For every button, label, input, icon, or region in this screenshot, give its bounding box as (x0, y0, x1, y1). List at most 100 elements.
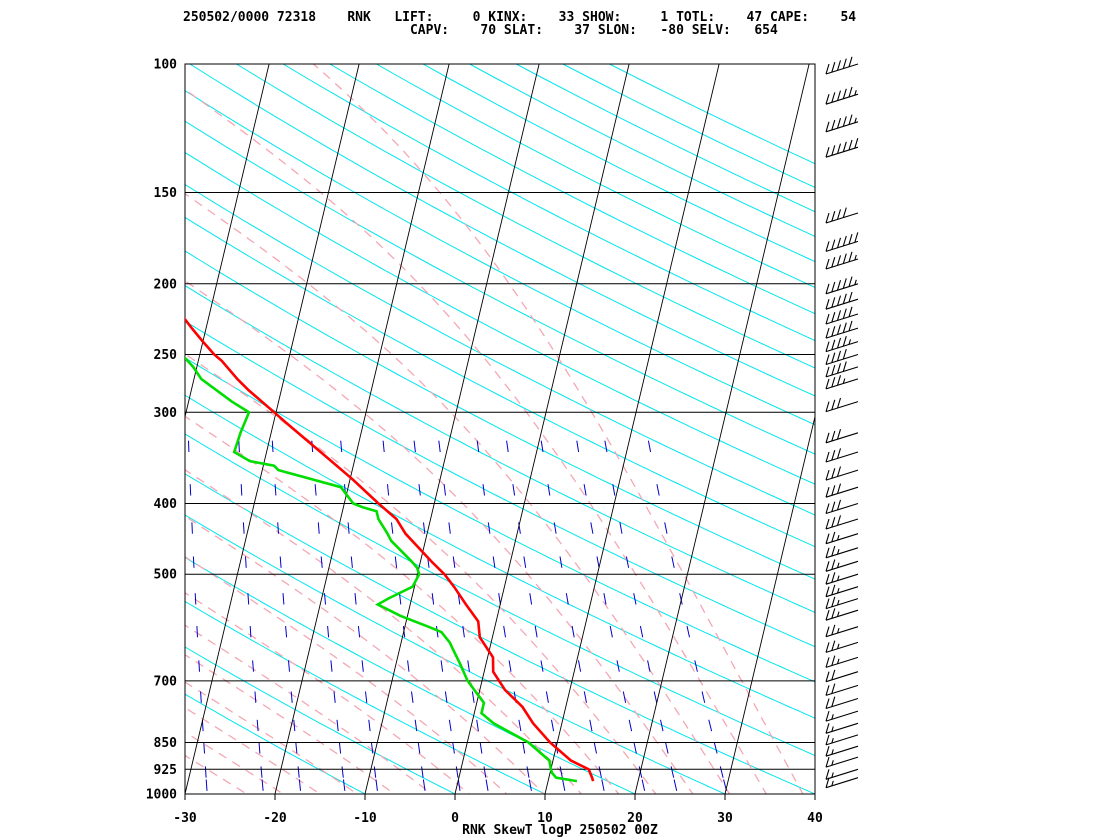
wind-barb-flag (836, 118, 842, 129)
wind-barb-staff (825, 598, 859, 610)
dry-adiabat (421, 64, 815, 263)
wind-barb (825, 608, 859, 621)
dry-adiabat (185, 90, 815, 426)
mixing-ratio-line (562, 779, 566, 791)
wind-barb (825, 483, 859, 498)
wind-barb-half-flag (831, 772, 834, 778)
wind-barb-flag (831, 696, 836, 707)
wind-barb (825, 138, 859, 158)
mixing-ratio-line (551, 719, 555, 732)
moist-adiabat (185, 353, 657, 794)
isotherm (364, 64, 540, 794)
wind-barb-flag (836, 60, 842, 71)
wind-barb-flag (825, 769, 830, 780)
wind-barb-flag (831, 596, 836, 607)
wind-barb-flag (825, 241, 830, 252)
pressure-tick-label: 1000 (146, 788, 177, 803)
mixing-ratio-line (340, 440, 343, 453)
wind-barb-staff (825, 768, 859, 780)
mixing-ratio-line (656, 484, 660, 496)
mixing-ratio-line (417, 742, 421, 754)
dry-adiabat (328, 64, 815, 315)
wind-barb-half-flag (831, 737, 834, 744)
mixing-ratio-line (583, 691, 587, 703)
wind-barb-flag (825, 283, 830, 294)
dry-adiabat (185, 151, 815, 485)
wind-barb-flag (842, 278, 847, 289)
wind-barb-flag (825, 671, 830, 682)
mixing-ratio-line (261, 779, 264, 791)
wind-barbs (825, 56, 859, 789)
mixing-ratio-line (506, 440, 509, 453)
wind-barb-flag (825, 574, 830, 585)
moist-adiabat (185, 88, 768, 794)
moist-adiabat (185, 624, 433, 794)
isotherm (185, 64, 270, 419)
mixing-ratio-line (327, 625, 330, 638)
wind-barb-flag (848, 320, 853, 332)
wind-barb (825, 86, 859, 105)
mixing-ratio-line (256, 719, 259, 732)
mixing-ratio-line (528, 779, 532, 791)
wind-barb-flag (836, 483, 842, 494)
pressure-tick-label: 700 (154, 674, 178, 689)
mixing-ratio-line (540, 440, 544, 453)
isotherm (454, 64, 630, 794)
mixing-ratio-line (512, 484, 516, 496)
mixing-ratio-line (647, 440, 652, 453)
wind-barb-flag (831, 257, 836, 268)
mixing-ratio-line (708, 719, 713, 732)
wind-barb-flag (842, 88, 847, 99)
mixing-ratio-line (483, 766, 487, 778)
pressure-tick-label: 850 (154, 736, 178, 751)
wind-barb-flag (825, 710, 830, 722)
mixing-ratio-line (622, 691, 627, 703)
mixing-ratio-line (719, 766, 724, 778)
wind-barb (825, 683, 859, 696)
wind-barb-staff (825, 341, 859, 353)
mixing-ratio-line (288, 660, 290, 672)
mixing-ratio-line (596, 556, 600, 568)
wind-barb-flag (842, 58, 847, 69)
mixing-ratio-line (240, 484, 243, 496)
pressure-tick-label: 150 (154, 186, 178, 201)
wind-barb-flag (831, 62, 836, 73)
mixing-ratio-line (590, 522, 594, 534)
mixing-ratio-line (534, 625, 538, 638)
mixing-ratio-line (247, 593, 250, 605)
mixing-ratio-line (633, 593, 637, 605)
mixing-ratio-line (508, 660, 512, 672)
mixing-ratio-line (413, 440, 416, 453)
wind-barb-flag (825, 378, 830, 390)
mixing-ratio-line (559, 556, 563, 568)
wind-barb-staff (825, 684, 859, 696)
mixing-ratio-line (198, 660, 200, 672)
wind-barb-flag (825, 147, 830, 158)
wind-barb-staff (825, 469, 859, 481)
dry-adiabat (188, 64, 815, 397)
wind-barb-half-flag (831, 749, 834, 755)
mixing-ratio-line (189, 484, 192, 496)
mixing-ratio-line (671, 556, 675, 568)
wind-barb-staff (825, 63, 859, 75)
wind-barb-flag (831, 297, 836, 308)
wind-barb-flag (836, 499, 842, 511)
mixing-ratio-line (438, 440, 441, 453)
wind-barb-flag (836, 515, 842, 526)
wind-barb-flag (831, 608, 836, 619)
mixing-ratio-line (373, 766, 377, 778)
mixing-ratio-line (553, 522, 557, 534)
wind-barb-staff (825, 626, 859, 638)
mixing-ratio-line (407, 660, 410, 672)
wind-barb-flag (825, 354, 830, 365)
wind-barb-flag (831, 559, 836, 570)
mixing-ratio-line (260, 766, 263, 778)
wind-barb-flag (831, 683, 836, 694)
wind-barb (825, 114, 859, 133)
mixing-ratio-line (191, 522, 193, 534)
mixing-ratio-line (324, 593, 326, 605)
wind-barb-flag (836, 466, 842, 477)
mixing-ratio-line (194, 593, 197, 605)
wind-barb-flag (854, 138, 859, 149)
mixing-ratio-line (576, 440, 580, 453)
